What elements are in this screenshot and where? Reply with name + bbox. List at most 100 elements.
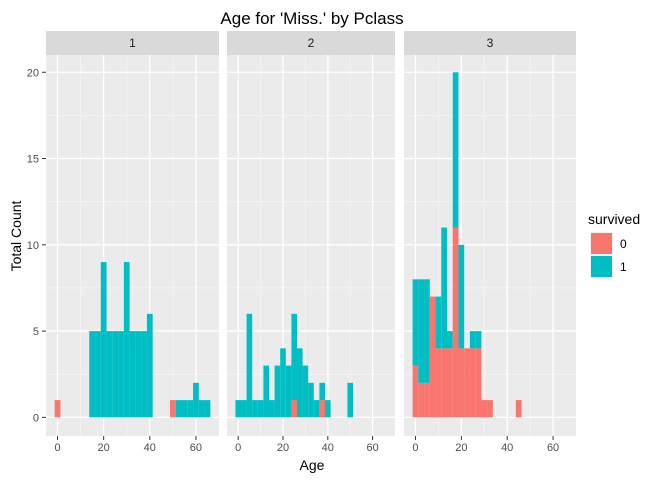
bar-survived-1 (257, 400, 264, 418)
bar-survived-1 (291, 313, 297, 401)
bar-survived-0 (429, 296, 436, 418)
bar-survived-1 (187, 400, 194, 418)
x-tick-label: 20 (98, 442, 110, 454)
x-tick-label: 60 (190, 442, 202, 454)
chart-title: Age for 'Miss.' by Pclass (220, 9, 403, 28)
bar-survived-1 (263, 365, 269, 418)
x-tick-label: 20 (455, 442, 467, 454)
bar-survived-1 (280, 348, 286, 418)
bar-survived-1 (319, 382, 325, 401)
bar-survived-0 (424, 382, 430, 418)
facet-strip (227, 31, 395, 55)
bar-survived-1 (198, 400, 205, 418)
bar-survived-0 (291, 400, 297, 418)
bar-survived-1 (441, 227, 447, 349)
bar-survived-1 (313, 400, 320, 418)
bar-survived-1 (141, 331, 147, 418)
bar-survived-1 (123, 262, 130, 418)
legend-swatch (591, 233, 612, 254)
bar-survived-1 (252, 400, 258, 418)
bar-survived-1 (418, 279, 425, 383)
bar-survived-1 (89, 331, 96, 418)
bar-survived-0 (515, 400, 522, 418)
y-tick-label: 0 (33, 412, 39, 424)
bar-survived-1 (435, 296, 442, 349)
y-tick-label: 5 (33, 326, 39, 338)
x-tick-label: 40 (501, 442, 513, 454)
bar-survived-0 (452, 227, 459, 418)
bar-survived-1 (112, 331, 119, 418)
x-tick-label: 0 (412, 442, 418, 454)
bar-survived-0 (469, 348, 476, 418)
x-axis-label: Age (300, 457, 325, 473)
bar-survived-1 (475, 331, 482, 349)
bar-survived-1 (424, 279, 430, 383)
bar-survived-1 (95, 331, 101, 418)
y-tick-label: 20 (27, 67, 39, 79)
y-tick-label: 15 (27, 154, 39, 166)
bar-survived-1 (118, 331, 124, 418)
facet-strip (404, 31, 576, 55)
x-tick-label: 60 (547, 442, 559, 454)
bar-survived-1 (146, 313, 153, 418)
facet-strip-label: 1 (129, 36, 136, 50)
bar-survived-0 (475, 348, 482, 418)
bar-survived-1 (447, 331, 453, 349)
bar-survived-0 (412, 365, 419, 418)
bar-survived-0 (458, 348, 465, 418)
facet-strip-label: 3 (487, 36, 494, 50)
x-tick-label: 40 (322, 442, 334, 454)
legend-title: survived (588, 211, 640, 227)
bar-survived-1 (135, 331, 142, 418)
bar-survived-1 (325, 400, 331, 418)
bar-survived-0 (464, 348, 470, 418)
bar-survived-1 (297, 348, 303, 418)
bar-survived-1 (193, 382, 199, 418)
x-tick-label: 0 (235, 442, 241, 454)
x-tick-label: 0 (54, 442, 60, 454)
legend-swatch (591, 256, 612, 277)
bar-survived-1 (100, 262, 107, 418)
bar-survived-1 (308, 382, 314, 418)
x-tick-label: 60 (366, 442, 378, 454)
bar-survived-1 (285, 365, 292, 418)
legend: survived 0 1 (588, 211, 640, 278)
y-tick-label: 10 (27, 240, 39, 252)
facet-strip (46, 31, 219, 55)
bar-survived-1 (269, 400, 275, 418)
facet-strip-label: 2 (308, 36, 315, 50)
y-axis-label: Total Count (8, 200, 24, 271)
facet-panel-3: 3 0 20 40 60 (404, 31, 576, 454)
bar-survived-1 (302, 365, 309, 418)
legend-item-1: 1 (590, 255, 627, 278)
bar-survived-1 (235, 400, 241, 418)
bar-survived-1 (246, 313, 253, 418)
bar-survived-0 (319, 400, 325, 418)
bar-survived-1 (412, 279, 419, 366)
bar-survived-1 (241, 400, 247, 418)
bar-survived-0 (169, 400, 176, 418)
bar-survived-0 (481, 400, 488, 418)
x-tick-label: 20 (277, 442, 289, 454)
legend-label: 1 (620, 260, 627, 274)
bar-survived-1 (347, 382, 353, 418)
bar-survived-1 (181, 400, 188, 418)
bar-survived-0 (447, 348, 453, 418)
bar-survived-1 (452, 72, 459, 228)
bar-survived-0 (418, 382, 425, 418)
bar-survived-0 (435, 348, 442, 418)
bar-survived-0 (54, 400, 61, 418)
facet-panel-2: 20 20 40 60 (227, 31, 395, 454)
legend-label: 0 (620, 237, 627, 251)
bar-survived-1 (106, 331, 113, 418)
bar-survived-1 (469, 331, 476, 349)
bar-survived-0 (441, 348, 447, 418)
bar-survived-0 (487, 400, 493, 418)
panel-background (227, 55, 395, 436)
bar-survived-1 (274, 365, 281, 418)
bar-survived-1 (204, 400, 211, 418)
bar-survived-1 (458, 244, 465, 349)
